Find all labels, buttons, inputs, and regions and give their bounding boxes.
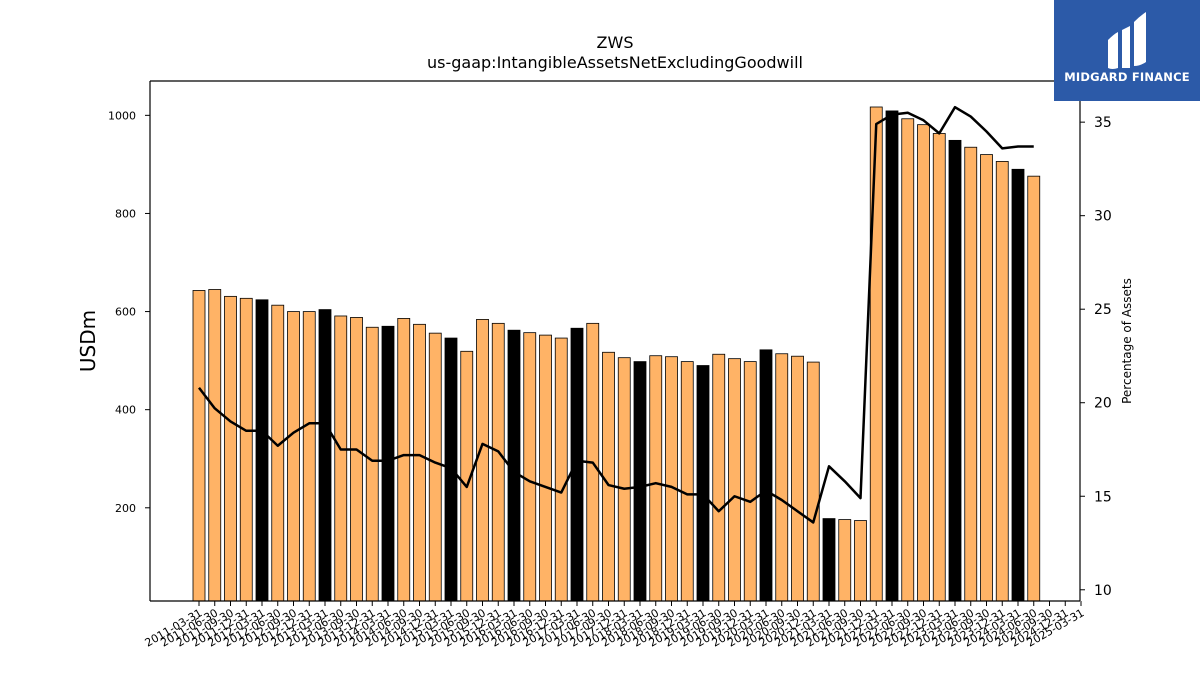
line-layer [198,105,1034,524]
bar [995,161,1009,602]
bar [192,290,206,602]
bar [885,110,899,602]
y-axis-label: USDm [76,310,100,372]
bar [617,357,631,602]
bar [318,309,332,602]
bar [271,304,285,602]
y-tick-label: 200 [115,502,136,515]
bar [665,356,678,602]
y2-tick-label: 20 [1094,396,1112,412]
y2-tick-label: 15 [1094,489,1112,505]
y-tick-label: 600 [115,306,136,319]
bar [838,519,852,602]
bar [980,154,993,602]
bar [712,353,726,602]
bar [208,289,222,602]
y2-tick-label: 35 [1094,115,1112,131]
bar [1027,175,1041,602]
bar [491,322,505,602]
bar [964,146,978,602]
bar [428,332,442,602]
bar [869,106,883,602]
logo-mark-icon [1108,12,1146,69]
bar [917,124,930,602]
y2-tick-label: 10 [1094,583,1112,599]
bar [287,311,300,602]
bar [948,139,962,602]
y-tick-label: 1000 [108,109,136,122]
bar [696,365,710,602]
bar [633,361,647,602]
bar [1011,168,1025,602]
bar [334,315,348,602]
bar [413,323,426,602]
bar [854,520,867,602]
bar [806,361,820,602]
axes: 20040060080010001015202530352011-03-3120… [108,80,1112,650]
y-tick-label: 800 [115,207,136,220]
bar [476,319,489,602]
bar [901,118,915,602]
y2-axis-label: Percentage of Assets [1120,278,1134,404]
bar [554,337,568,602]
bar [381,325,395,602]
bar [649,355,663,602]
bar [728,358,741,602]
chart-title: ZWS [597,33,634,52]
bars [192,106,1041,602]
bar [932,133,946,602]
bar [239,297,253,602]
midgard-finance-logo: MIDGARD FINANCE [1054,0,1200,101]
y2-tick-label: 30 [1094,209,1112,225]
percentage-line [198,105,1034,524]
bar [570,327,584,602]
bar [539,334,552,602]
bar [255,299,269,602]
bar [302,311,316,602]
bar [680,361,694,602]
bar [523,332,537,602]
y-tick-label: 400 [115,404,136,417]
logo-text: MIDGARD FINANCE [1064,70,1190,84]
bar [224,295,237,602]
y2-tick-label: 25 [1094,302,1112,318]
bar [397,318,411,602]
bar [822,518,836,602]
bar [365,326,379,602]
bar [743,361,757,602]
bar [791,355,804,602]
bar [602,351,615,602]
bar [775,353,789,602]
bar [759,349,773,602]
chart-subtitle: us-gaap:IntangibleAssetsNetExcludingGood… [427,53,803,72]
bar [350,317,363,602]
